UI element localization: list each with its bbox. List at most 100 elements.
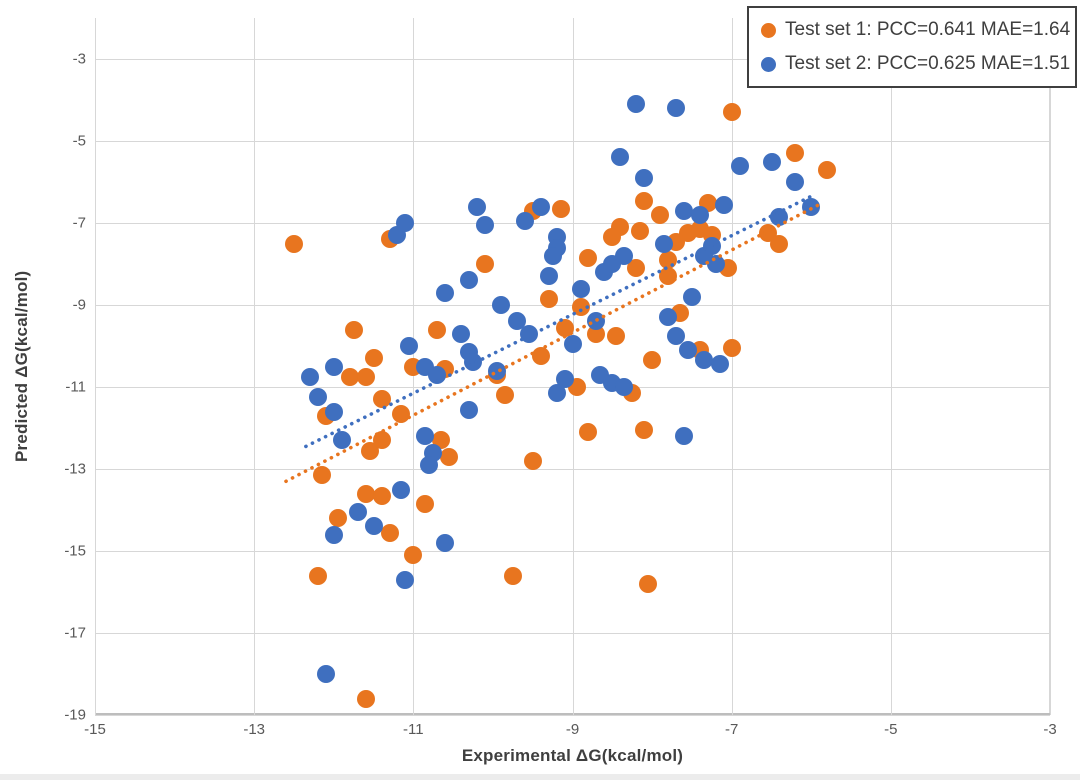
test-set-1-marker-icon	[761, 22, 776, 38]
scatter-point-test-set-2	[611, 148, 630, 167]
scatter-point-test-set-2	[690, 205, 709, 224]
x-tick-label: -15	[84, 721, 106, 738]
legend-item-test-set-1: Test set 1: PCC=0.641 MAE=1.64	[761, 19, 1070, 41]
horizontal-gridline	[95, 715, 1050, 716]
scatter-point-test-set-2	[802, 197, 821, 216]
scatter-point-test-set-1	[308, 566, 327, 585]
scatter-point-test-set-2	[627, 95, 646, 114]
scatter-point-test-set-1	[651, 205, 669, 224]
scatter-point-test-set-1	[392, 404, 411, 423]
scatter-point-test-set-2	[491, 296, 510, 314]
scatter-point-test-set-1	[551, 199, 570, 218]
scatter-point-test-set-1	[503, 566, 522, 585]
scatter-point-test-set-2	[762, 152, 781, 171]
scatter-point-test-set-2	[400, 337, 419, 355]
scatter-point-test-set-1	[440, 447, 459, 466]
y-tick-label: -3	[72, 50, 86, 68]
scatter-point-test-set-1	[607, 326, 626, 345]
legend-item-test-set-2: Test set 2: PCC=0.625 MAE=1.51	[761, 53, 1070, 75]
scatter-point-test-set-2	[706, 255, 725, 273]
scatter-point-test-set-2	[571, 279, 590, 298]
scatter-point-test-set-2	[324, 357, 343, 376]
scatter-point-test-set-2	[476, 216, 494, 235]
scatter-point-test-set-1	[635, 421, 654, 440]
scatter-point-test-set-2	[428, 365, 447, 384]
scatter-point-test-set-2	[460, 271, 478, 290]
y-tick-label: -13	[64, 460, 86, 478]
x-tick-label: -5	[884, 721, 898, 738]
scatter-point-test-set-1	[770, 234, 789, 253]
scatter-point-test-set-2	[515, 212, 534, 230]
scatter-point-test-set-2	[300, 367, 319, 386]
scatter-point-test-set-2	[364, 517, 383, 536]
legend-label-test-set-1: Test set 1: PCC=0.641 MAE=1.64	[785, 19, 1071, 40]
scatter-point-test-set-2	[452, 324, 471, 343]
scatter-point-test-set-1	[631, 222, 650, 241]
scatter-point-test-set-1	[555, 318, 574, 337]
y-tick-label: -19	[64, 706, 86, 724]
scatter-point-test-set-1	[476, 255, 494, 273]
horizontal-gridline	[95, 551, 1050, 552]
scatter-point-test-set-1	[579, 248, 598, 267]
vertical-gridline	[95, 18, 96, 715]
scatter-point-test-set-1	[356, 367, 375, 386]
scatter-point-test-set-2	[563, 334, 582, 353]
horizontal-gridline	[95, 59, 1050, 60]
vertical-gridline	[731, 18, 733, 715]
vertical-gridline	[1050, 18, 1051, 715]
scatter-point-test-set-1	[380, 523, 399, 542]
scatter-point-test-set-2	[436, 533, 455, 552]
scatter-point-test-set-2	[396, 570, 415, 589]
scatter-point-test-set-1	[659, 267, 677, 286]
scatter-point-test-set-2	[667, 99, 685, 118]
legend-label-test-set-2: Test set 2: PCC=0.625 MAE=1.51	[785, 53, 1071, 74]
scatter-point-test-set-2	[487, 361, 506, 380]
scatter-point-test-set-2	[324, 525, 343, 544]
horizontal-gridline	[95, 223, 1050, 224]
scatter-point-test-set-2	[710, 355, 729, 374]
scatter-point-test-set-2	[420, 455, 439, 474]
vertical-gridline	[254, 18, 256, 715]
vertical-gridline	[572, 18, 574, 715]
y-tick-label: -11	[65, 378, 86, 396]
scatter-point-test-set-2	[678, 341, 697, 360]
scatter-point-test-set-2	[519, 324, 538, 343]
scatter-point-test-set-2	[543, 246, 562, 265]
x-tick-label: -9	[565, 721, 580, 738]
x-tick-label: -7	[725, 721, 739, 738]
plot-area	[95, 18, 1051, 716]
scatter-point-test-set-1	[372, 390, 391, 409]
y-tick-label: -7	[72, 214, 86, 232]
scatter-point-test-set-1	[428, 320, 447, 339]
scatter-point-test-set-1	[639, 574, 658, 593]
plot-right-border	[1049, 18, 1050, 715]
scatter-point-test-set-1	[372, 486, 391, 505]
scatter-point-test-set-1	[722, 339, 741, 358]
scatter-point-test-set-1	[603, 228, 622, 247]
horizontal-gridline	[95, 469, 1050, 470]
horizontal-gridline	[95, 141, 1050, 142]
scatter-point-test-set-1	[285, 234, 303, 253]
scatter-point-test-set-1	[579, 423, 598, 442]
scatter-point-test-set-2	[674, 427, 693, 446]
scatter-point-test-set-1	[344, 320, 363, 339]
scatter-point-test-set-1	[659, 250, 677, 269]
scatter-point-test-set-2	[531, 197, 550, 216]
scatter-point-test-set-1	[722, 103, 741, 122]
scatter-point-test-set-2	[786, 173, 805, 191]
x-axis-tick-labels: -15 -13 -11 -9 -7 -5 -3	[84, 721, 1057, 741]
x-tick-label: -11	[403, 721, 424, 738]
scatter-point-test-set-2	[682, 287, 701, 306]
scatter-point-test-set-2	[332, 431, 351, 450]
scatter-point-test-set-2	[308, 388, 327, 407]
scatter-point-test-set-2	[615, 246, 634, 265]
scatter-point-test-set-1	[818, 160, 837, 179]
scatter-point-test-set-2	[324, 402, 343, 421]
scatter-point-test-set-2	[659, 308, 677, 327]
legend: Test set 1: PCC=0.641 MAE=1.64 Test set …	[747, 6, 1077, 88]
scatter-point-test-set-1	[643, 351, 662, 370]
scatter-point-test-set-2	[714, 195, 733, 214]
scatter-point-test-set-1	[372, 431, 391, 450]
scatter-point-test-set-1	[340, 367, 359, 386]
